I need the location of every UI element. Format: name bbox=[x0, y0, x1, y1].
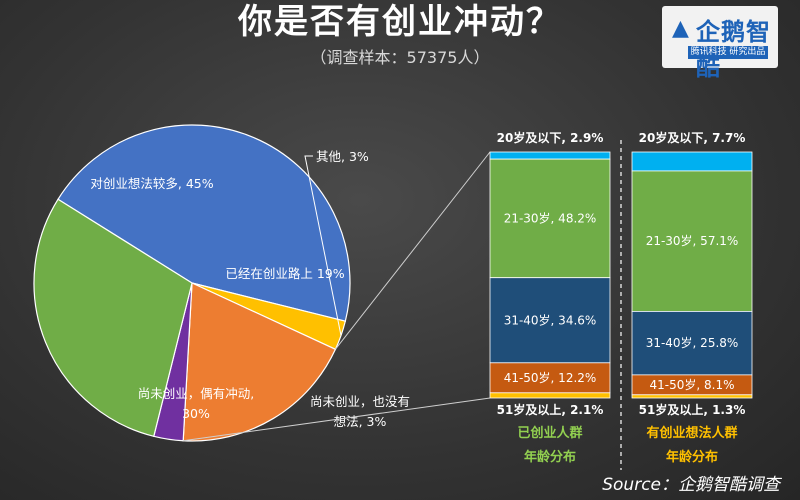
bar-1-label-4: 51岁及以上, 1.3% bbox=[639, 402, 746, 417]
chart-title: 你是否有创业冲动？ bbox=[238, 2, 562, 42]
pie-leader-line-other bbox=[304, 155, 342, 336]
bar-0-category-line2: 年龄分布 bbox=[524, 449, 576, 465]
bar-1-label-2: 31-40岁, 25.8% bbox=[646, 335, 739, 350]
bar-0-segment-3 bbox=[489, 362, 611, 394]
pie-label-0: 对创业想法较多, 45% bbox=[90, 176, 213, 191]
bar-1-segment-0 bbox=[631, 151, 753, 172]
bar-1-segment-2 bbox=[631, 311, 753, 376]
chart-subtitle: （调查样本：57375人） bbox=[310, 48, 490, 67]
bar-1-label-3: 41-50岁, 8.1% bbox=[650, 377, 735, 392]
bar-0-label-0: 20岁及以下, 2.9% bbox=[497, 130, 604, 145]
bar-0-segment-1 bbox=[489, 158, 611, 279]
source-note: Source：企鹅智酷调查 bbox=[602, 475, 780, 495]
pie-chart: 对创业想法较多, 45%其他, 3%已经在创业路上 19%尚未创业，也没有想法,… bbox=[33, 124, 410, 442]
bar-0-category-line1: 已创业人群 bbox=[517, 425, 582, 441]
bar-0-segment-4 bbox=[489, 392, 611, 399]
connector-line-bottom bbox=[183, 397, 491, 442]
bar-1-label-1: 21-30岁, 57.1% bbox=[646, 233, 739, 248]
bar-0-label-3: 41-50岁, 12.2% bbox=[504, 370, 597, 385]
stacked-bar-chart: 20岁及以下, 2.9% 21-30岁, 48.2% 31-40岁, 34.6% 41… bbox=[489, 130, 753, 470]
pie-slice-2 bbox=[182, 282, 337, 442]
brand-logo: ▲ 企鹅智酷 腾讯科技 研究出品 bbox=[662, 6, 778, 81]
connector-line-top bbox=[335, 151, 491, 350]
pie-slice-4 bbox=[33, 198, 193, 438]
pie-label-4: 尚未创业，偶有冲动, 30% bbox=[138, 386, 254, 421]
bar-1-segment-4 bbox=[631, 394, 753, 399]
bar-0-label-2: 31-40岁, 34.6% bbox=[504, 312, 597, 327]
bar-0-segment-0 bbox=[489, 151, 611, 160]
bar-1-category-line1: 有创业想法人群 bbox=[646, 425, 737, 441]
pie-to-bar-connectors bbox=[183, 151, 491, 442]
bar-0-label-1: 21-30岁, 48.2% bbox=[504, 210, 597, 225]
bar-0-label-4: 51岁及以上, 2.1% bbox=[497, 402, 604, 417]
bar-1-segment-1 bbox=[631, 170, 753, 312]
penguin-logo-icon: ▲ bbox=[672, 16, 689, 41]
bar-1-label-0: 20岁及以下, 7.7% bbox=[639, 130, 746, 145]
pie-label-2: 已经在创业路上 19% bbox=[225, 266, 344, 281]
pie-label-1: 其他, 3% bbox=[316, 149, 369, 164]
pie-slice-0 bbox=[57, 124, 351, 322]
bar-1-category-line2: 年龄分布 bbox=[666, 449, 718, 465]
logo-tagline: 腾讯科技 研究出品 bbox=[688, 46, 768, 59]
